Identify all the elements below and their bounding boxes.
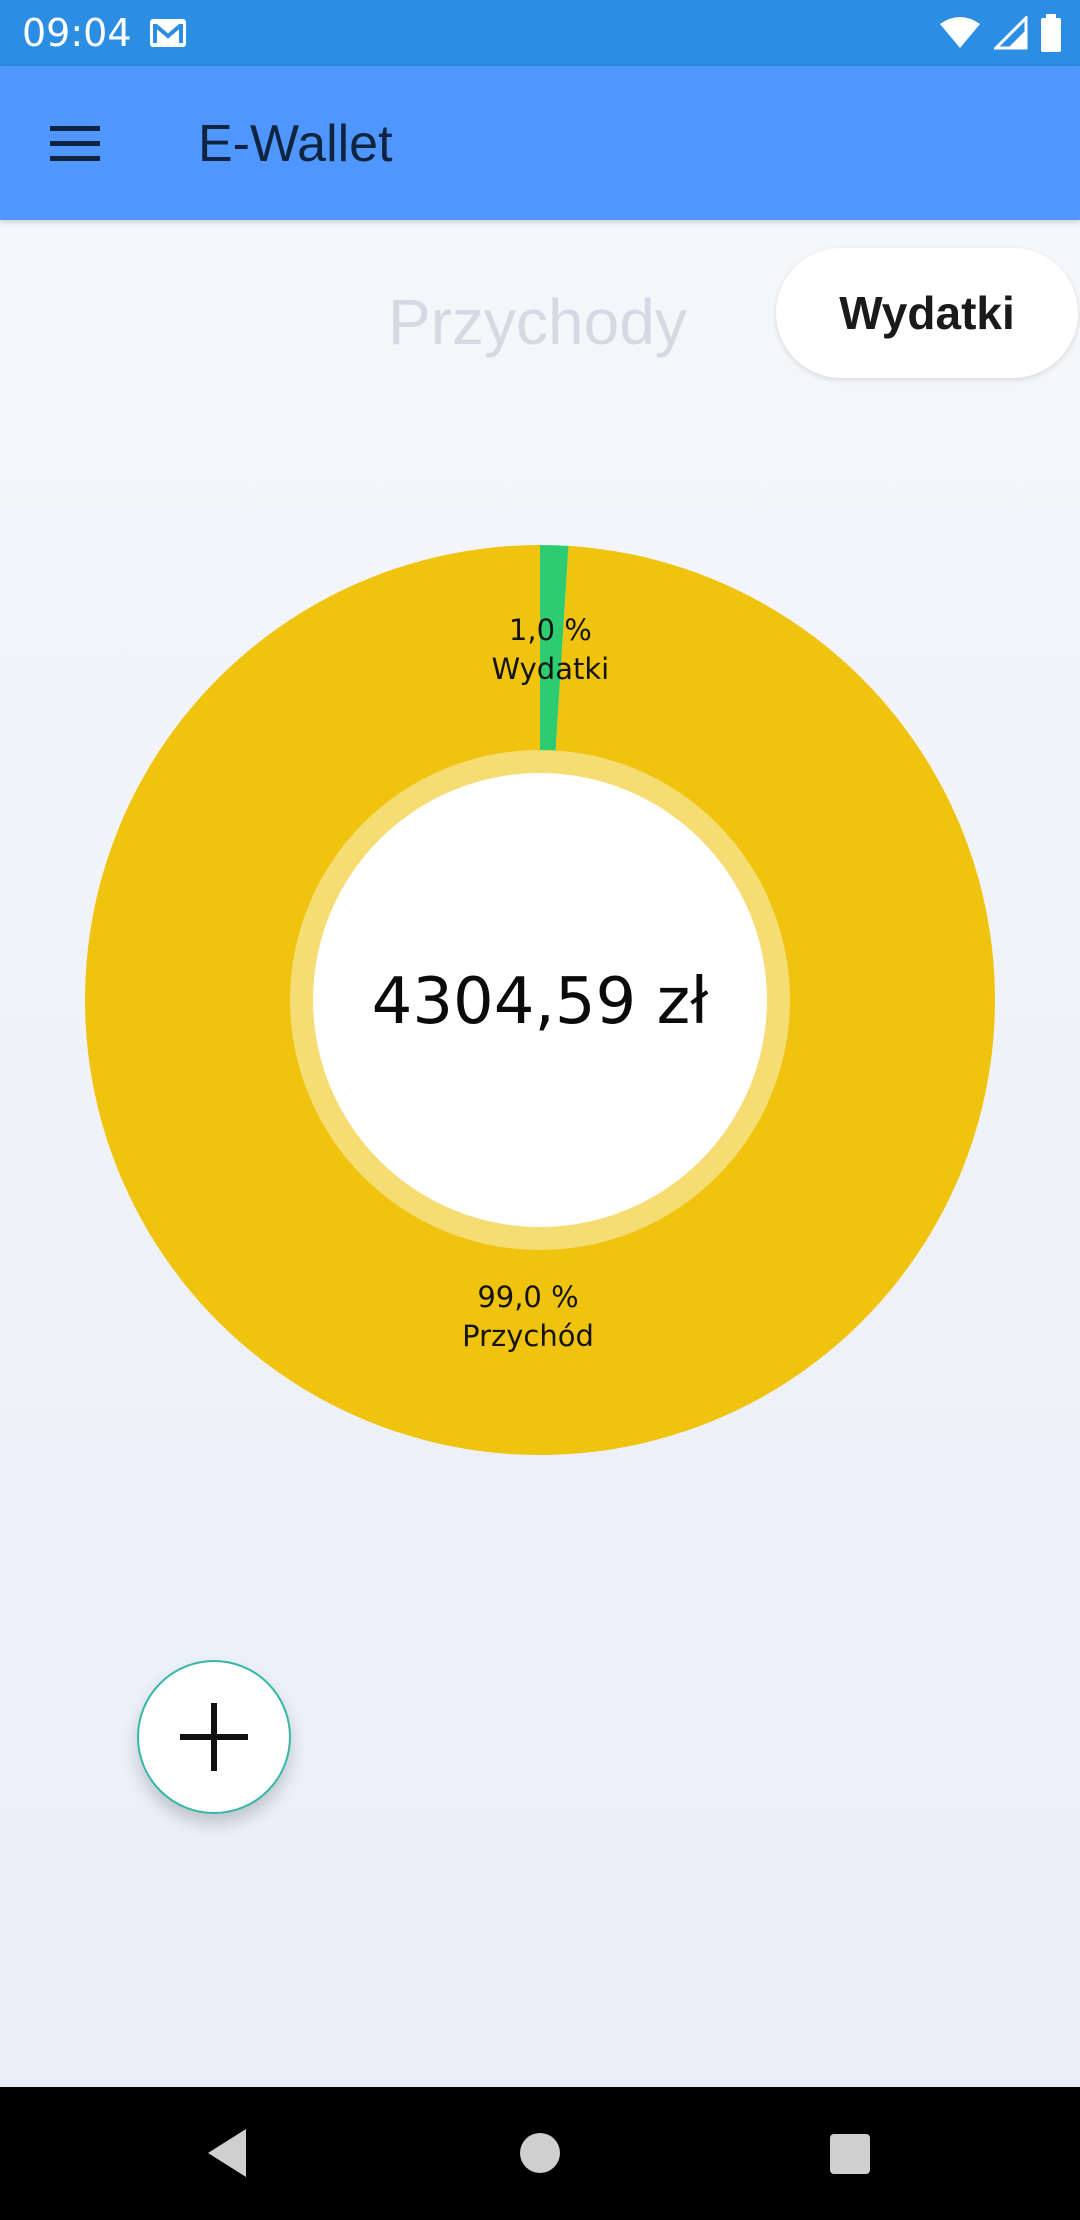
tab-expenses-button[interactable]: Wydatki xyxy=(776,248,1078,378)
app-title: E-Wallet xyxy=(198,115,393,173)
plus-icon xyxy=(180,1703,248,1771)
slice-wydatki xyxy=(540,545,569,774)
add-transaction-button[interactable] xyxy=(137,1660,291,1814)
center-amount: 4304,59 zł xyxy=(372,965,710,1039)
app-bar: E-Wallet xyxy=(0,66,1080,220)
signal-icon xyxy=(994,16,1028,50)
recents-icon[interactable] xyxy=(830,2134,870,2174)
status-time: 09:04 xyxy=(22,11,132,55)
donut-center xyxy=(313,773,767,1227)
gmail-icon xyxy=(150,19,186,47)
menu-icon[interactable] xyxy=(48,122,104,166)
slice-percent-label: 99,0 % xyxy=(477,1280,578,1314)
donut-inner-ring xyxy=(290,750,790,1250)
battery-icon xyxy=(1041,14,1061,52)
slice-percent-label: 1,0 % xyxy=(509,613,592,647)
slice-name-label: Przychód xyxy=(462,1319,594,1353)
slice-name-label: Wydatki xyxy=(491,652,609,686)
home-icon[interactable] xyxy=(520,2133,560,2173)
status-icons xyxy=(938,14,1062,52)
status-bar: 09:04 xyxy=(0,0,1080,66)
slice-przychód xyxy=(85,545,996,1455)
wifi-icon xyxy=(940,17,980,48)
back-icon[interactable] xyxy=(204,2127,250,2179)
navigation-bar xyxy=(0,2087,1080,2220)
tab-income[interactable]: Przychody xyxy=(388,286,687,358)
